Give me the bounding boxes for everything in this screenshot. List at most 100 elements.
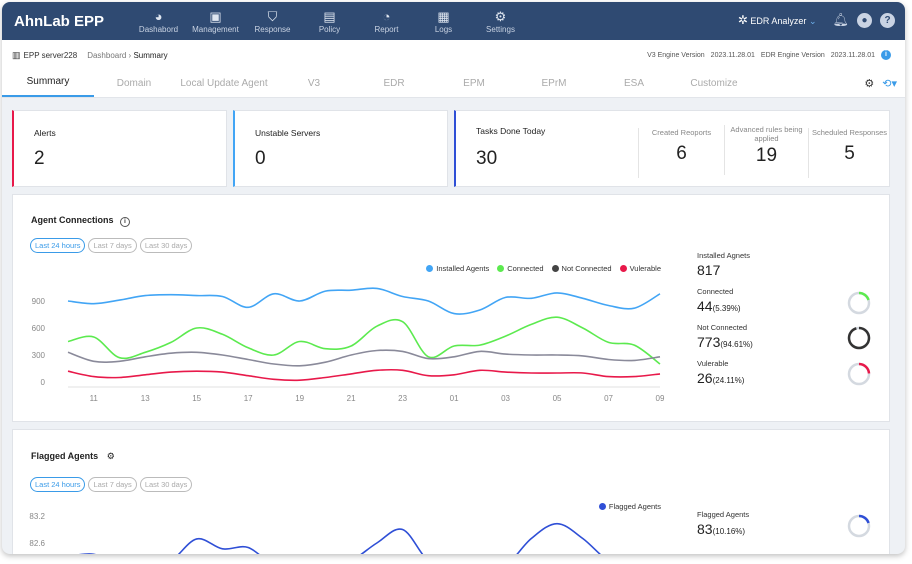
monitor-icon: ▣ [209, 8, 222, 24]
legend-label: Flagged Agents [608, 502, 661, 511]
legend-label: Connected [507, 264, 544, 273]
tab-eprm[interactable]: EPrM [541, 78, 567, 89]
nav-label: Dashabord [138, 24, 179, 34]
flagged-value: 83 [697, 521, 713, 537]
tab-edr[interactable]: EDR [383, 78, 405, 89]
range-7d[interactable]: Last 7 days [88, 238, 137, 253]
v3-value: 2023.11.28.01 [710, 51, 755, 59]
range-24h[interactable]: Last 24 hours [30, 477, 86, 492]
flagged-label: Flagged Agents [697, 510, 750, 519]
scheduled-value: 5 [844, 143, 855, 164]
nav-label: Response [254, 24, 291, 34]
x-tick-label: 19 [295, 394, 304, 403]
edr-engine-label: EDR Engine Version [760, 51, 825, 59]
nav-right: ✲ EDR Analyzer ⌄ 🔔︎ ● ? [738, 12, 895, 28]
tab-v3[interactable]: V3 [307, 78, 321, 89]
range-30d[interactable]: Last 30 days [139, 477, 193, 492]
nav-label: Management [192, 24, 239, 34]
y-tick-label: 300 [32, 351, 46, 360]
unstable-label: Unstable Servers [255, 128, 321, 138]
legend-dot [551, 265, 559, 272]
legend-label: Installed Agents [436, 264, 490, 273]
range-24h[interactable]: Last 24 hours [30, 238, 86, 253]
installed-label: Installed Agnets [697, 251, 750, 260]
legend-dot [598, 503, 606, 510]
nav-label: Policy [318, 24, 341, 34]
pie-icon: ◔ [382, 8, 391, 24]
nav-response[interactable]: ⛉ Response [244, 9, 301, 34]
document-icon: ▦ [437, 8, 450, 24]
edr-engine-value: 2023.11.28.01 [830, 51, 875, 59]
clipboard-icon: ▤ [323, 8, 336, 24]
refresh-icon[interactable]: ⟲▾ [882, 78, 897, 90]
y-tick-label: 600 [32, 324, 46, 333]
nav-dashboard[interactable]: ◕ Dashabord [130, 9, 187, 34]
legend-label: Vulerable [629, 264, 661, 273]
edr-analyzer-button[interactable]: ✲ EDR Analyzer ⌄ [738, 13, 817, 27]
range-30d[interactable]: Last 30 days [139, 238, 193, 253]
donut-arc [847, 326, 871, 350]
tab-domain[interactable]: Domain [116, 78, 152, 89]
tab-epm[interactable]: EPM [463, 78, 485, 89]
x-tick-label: 05 [553, 394, 562, 403]
series-line-flagged-agents [78, 522, 601, 554]
range-7d[interactable]: Last 7 days [88, 477, 137, 492]
x-tick-label: 13 [141, 394, 150, 403]
unstable-value: 0 [255, 148, 266, 169]
installed-value: 817 [697, 262, 721, 278]
nav-logs[interactable]: ▦ Logs [415, 9, 472, 34]
tab-summary[interactable]: Summary [2, 76, 94, 97]
info-icon[interactable]: i [120, 217, 131, 227]
nav-label: Logs [434, 24, 453, 34]
help-icon[interactable]: ? [880, 12, 895, 28]
breadcrumb-parent[interactable]: Dashboard [87, 50, 127, 60]
nav-settings[interactable]: ⚙ Settings [472, 9, 529, 34]
gear-icon[interactable]: ⚙ [106, 451, 115, 461]
x-tick-label: 21 [347, 394, 356, 403]
gear-icon: ⚙ [494, 8, 507, 24]
legend-flagged[interactable]: Flagged Agents [598, 502, 661, 511]
tab-bar: Summary Domain Local Update Agent V3 EDR… [2, 70, 905, 98]
breadcrumb-current: Summary [133, 50, 168, 60]
series-line-vulerable [67, 368, 661, 382]
agent-connections-chart: 900 600 300 0 11 13 15 17 19 21 23 01 03 05 07 09 [32, 287, 665, 403]
nav-policy[interactable]: ▤ Policy [301, 9, 358, 34]
bell-icon[interactable]: 🔔︎ [832, 12, 849, 27]
x-tick-label: 11 [90, 394, 99, 403]
tab-customize[interactable]: Customize [690, 78, 738, 89]
donut-arc [847, 362, 871, 386]
y-tick-label: 900 [32, 297, 46, 306]
unstable-servers-card[interactable]: Unstable Servers 0 [233, 110, 448, 187]
connected-label: Connected [697, 287, 734, 296]
flagged-range-selector: Last 24 hours Last 7 days Last 30 days [30, 477, 193, 492]
connected-value: 44 [697, 298, 713, 314]
title-text: Agent Connections [31, 215, 114, 225]
not-connected-stat: Not Connected 773(94.61%) [697, 323, 753, 355]
flagged-pct: (10.16%) [712, 527, 746, 536]
user-icon[interactable]: ● [857, 12, 872, 28]
legend-installed[interactable]: Installed Agents [426, 264, 489, 273]
created-value: 6 [676, 143, 687, 164]
shield-icon: ⛉ [267, 8, 278, 24]
app-window: AhnLab EPP ◕ Dashabord ▣ Management ⛉ Respo… [2, 2, 905, 554]
app-logo[interactable]: AhnLab EPP [14, 12, 105, 30]
gear-icon[interactable]: ⚙ [864, 78, 875, 90]
tab-tools: ⚙ ⟲▾ [864, 77, 897, 90]
info-icon[interactable]: i [881, 50, 891, 60]
main-menu: ◕ Dashabord ▣ Management ⛉ Response ▤ Policy… [130, 9, 529, 34]
vulnerable-pct: (24.11%) [712, 376, 745, 385]
scheduled-label: Scheduled Responses [811, 128, 888, 137]
x-tick-label: 15 [192, 394, 201, 403]
nav-management[interactable]: ▣ Management [187, 9, 244, 34]
legend-vulnerable[interactable]: Vulerable [619, 264, 661, 273]
vulnerable-value: 26 [697, 370, 713, 386]
tab-local-update-agent[interactable]: Local Update Agent [180, 78, 268, 89]
vulnerable-label: Vulerable [697, 359, 729, 368]
sub-bar: ▥ EPP server228 Dashboard › Summary V3 E… [2, 40, 905, 70]
legend-not-connected[interactable]: Not Connected [551, 264, 612, 273]
legend-connected[interactable]: Connected [497, 264, 544, 273]
tab-esa[interactable]: ESA [623, 78, 644, 89]
alerts-card[interactable]: Alerts 2 [12, 110, 227, 187]
nav-report[interactable]: ◔ Report [358, 9, 415, 34]
nav-label: Report [374, 24, 399, 34]
